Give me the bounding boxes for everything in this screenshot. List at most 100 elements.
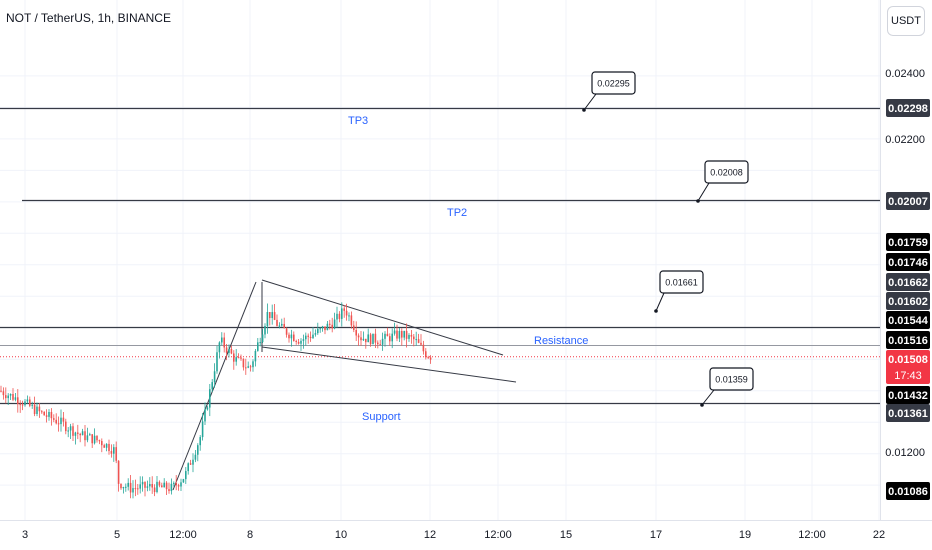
candle-body	[72, 426, 74, 436]
level-label-resistance: Resistance	[534, 335, 588, 347]
currency-unit-button[interactable]: USDT	[887, 6, 925, 36]
candle-body	[43, 411, 45, 416]
candle-body	[381, 338, 384, 345]
candle-body	[194, 454, 197, 460]
candle-body	[288, 334, 290, 339]
x-tick-label: 22	[873, 529, 885, 541]
candle-body	[228, 349, 230, 353]
candle-body	[120, 483, 122, 489]
price-label-value: 0.01516	[888, 335, 928, 347]
candle-body	[93, 435, 96, 444]
candle-body	[67, 430, 69, 432]
candle-body	[391, 333, 393, 342]
candle-body	[204, 409, 206, 422]
candle-body	[17, 397, 19, 405]
price-axis: 0.02400 0.02200 0.01200 0.02298 0.02007 0.017…	[880, 0, 930, 520]
price-label-value: 0.01759	[888, 237, 928, 249]
price-label: 0.01746	[886, 253, 930, 271]
candle-body	[36, 406, 38, 414]
price-label: 0.01361	[886, 404, 930, 422]
candle-body	[0, 390, 2, 392]
candle-body	[362, 338, 365, 341]
candle-body	[209, 389, 211, 408]
candle-body	[69, 426, 72, 431]
candle-body	[201, 421, 204, 438]
candle-body	[365, 338, 367, 343]
candle-body	[89, 434, 91, 436]
price-label-box	[886, 404, 930, 422]
price-label-box	[886, 331, 930, 349]
candle-body	[211, 382, 213, 390]
callout-box	[709, 367, 754, 391]
candle-body	[302, 339, 305, 341]
price-label-value: 0.01662	[888, 277, 928, 289]
candle-body	[113, 447, 115, 454]
candle-body	[384, 333, 386, 339]
candle-body	[9, 393, 12, 396]
candle-body	[245, 367, 247, 369]
candle-body	[237, 357, 240, 359]
candle-body	[343, 308, 345, 311]
candle-body	[329, 323, 331, 325]
candle-body	[139, 484, 141, 489]
candle-body	[360, 337, 362, 341]
candle-body	[300, 340, 302, 344]
level-label-tp2: TP2	[447, 207, 467, 219]
price-callout: 0.01661	[654, 270, 704, 313]
candle-body	[137, 488, 139, 490]
candle-body	[81, 431, 84, 436]
candle-body	[319, 328, 321, 330]
wedge-upper-trendline	[261, 279, 504, 356]
candle-body	[422, 344, 425, 352]
callout-pointer	[583, 93, 597, 111]
price-label-value: 0.01361	[888, 408, 928, 420]
x-tick-label: 12	[424, 529, 436, 541]
callout-anchor	[582, 108, 586, 112]
price-label-box	[886, 311, 930, 329]
candle-body	[168, 489, 170, 492]
candle-body	[7, 395, 9, 399]
candle-body	[326, 323, 329, 331]
x-tick-label: 10	[335, 529, 347, 541]
candle-body	[247, 366, 249, 368]
candle-body	[405, 330, 408, 339]
x-tick-label: 15	[560, 529, 572, 541]
price-label-box	[886, 233, 930, 251]
candle-body	[21, 404, 24, 406]
candle-body	[153, 487, 156, 493]
candle-body	[189, 463, 192, 465]
candle-body	[413, 336, 415, 340]
callout-pointer	[701, 389, 715, 406]
candle-body	[79, 433, 81, 436]
candle-body	[285, 328, 288, 335]
candle-body	[281, 323, 283, 326]
candle-body	[158, 481, 161, 486]
candle-body	[105, 443, 108, 448]
candle-body	[331, 324, 333, 329]
candle-body	[161, 485, 163, 488]
price-label-box	[886, 253, 930, 271]
candle-body	[173, 482, 175, 484]
candle-body	[86, 435, 89, 441]
candle-body	[372, 333, 374, 345]
candle-body	[134, 488, 137, 490]
level-label-support: Support	[362, 411, 401, 423]
candle-body	[165, 482, 168, 490]
candle-body	[271, 312, 273, 319]
candle-body	[252, 361, 254, 368]
candle-body	[98, 440, 101, 442]
price-label: 0.01508 17:43	[886, 350, 930, 384]
candle-body	[19, 404, 21, 406]
candle-body	[333, 319, 336, 329]
candle-body	[393, 330, 396, 334]
candle-body	[429, 357, 432, 360]
candle-body	[249, 366, 252, 368]
candle-body	[177, 485, 180, 487]
candle-body	[420, 342, 422, 345]
candle-body	[115, 447, 117, 461]
candle-body	[31, 404, 33, 406]
candle-body	[218, 342, 221, 353]
candle-body	[410, 334, 413, 337]
price-label-box	[886, 292, 930, 310]
